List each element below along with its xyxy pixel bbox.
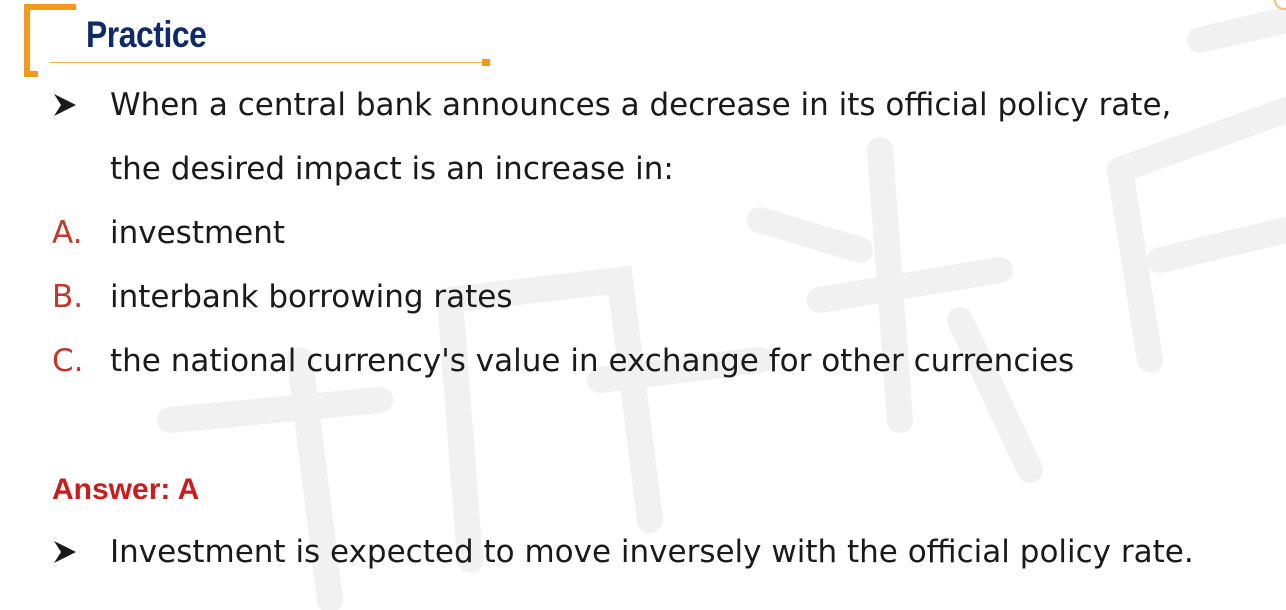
arrowhead-bullet-icon xyxy=(54,541,76,563)
option-a-text: investment xyxy=(110,215,286,251)
question-line-1: When a central bank announces a decrease… xyxy=(110,87,1172,123)
option-c-text: the national currency's value in exchang… xyxy=(110,343,1075,379)
option-b-text: interbank borrowing rates xyxy=(110,279,513,315)
answer-label: Answer: A xyxy=(52,473,200,506)
title-underline xyxy=(50,62,484,63)
arrowhead-bullet-icon xyxy=(54,94,76,116)
title-bracket-decoration xyxy=(24,4,76,77)
option-c-letter: C. xyxy=(52,343,84,379)
explanation-text: Investment is expected to move inversely… xyxy=(110,534,1194,570)
corner-decoration xyxy=(1274,0,1286,10)
question-line-2: the desired impact is an increase in: xyxy=(110,151,674,187)
title-underline-end-marker xyxy=(482,59,490,66)
slide-title: Practice xyxy=(86,14,207,55)
option-b-letter: B. xyxy=(52,279,84,315)
option-a-letter: A. xyxy=(52,215,83,251)
